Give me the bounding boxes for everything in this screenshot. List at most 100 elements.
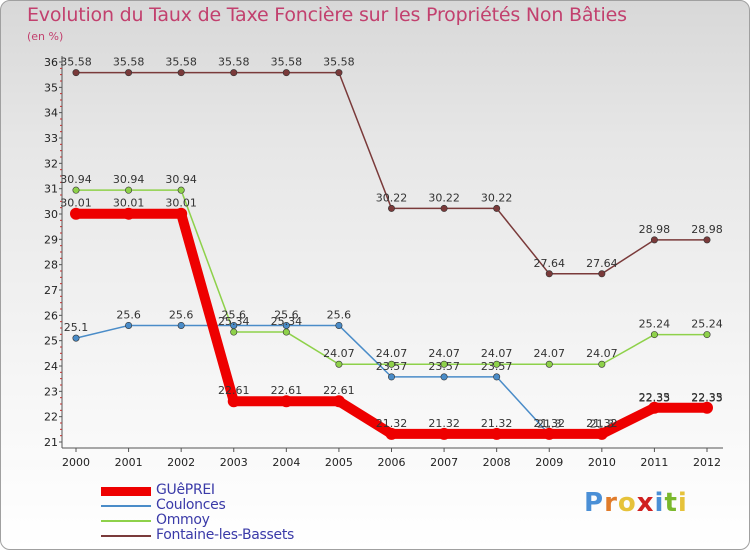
y-tick-label: 36 — [44, 56, 58, 69]
x-tick-label: 2006 — [378, 456, 406, 469]
data-point-fontaine-les-bassets — [650, 236, 658, 244]
data-label-ommoy: 25.24 — [691, 318, 723, 331]
data-label-gu-prei: 21.32 — [534, 417, 566, 430]
data-point-fontaine-les-bassets — [440, 204, 448, 212]
data-label-coulonces: 23.57 — [428, 360, 460, 373]
data-point-gu-prei — [122, 207, 135, 220]
data-point-coulonces — [440, 373, 448, 381]
data-point-gu-prei — [438, 427, 451, 440]
data-point-coulonces — [493, 373, 501, 381]
y-tick-label: 21 — [44, 436, 58, 449]
data-label-ommoy: 24.07 — [376, 347, 408, 360]
series-line-gu-prei — [71, 208, 712, 439]
data-label-gu-prei: 21.32 — [586, 417, 618, 430]
data-label-fontaine-les-bassets: 30.22 — [376, 191, 408, 204]
brand-letter: i — [677, 488, 688, 518]
data-label-coulonces: 21.3 — [590, 417, 615, 430]
y-tick-label: 32 — [44, 157, 58, 170]
y-tick-label: 23 — [44, 385, 58, 398]
x-axis-ticks: 2000 2001 2002 2003 2004 2005 2006 2007 2008 2009… — [62, 448, 721, 469]
data-point-coulonces — [72, 334, 80, 342]
data-point-fontaine-les-bassets — [703, 236, 711, 244]
data-point-gu-prei — [70, 207, 82, 220]
legend-swatch — [101, 505, 151, 507]
data-point-gu-prei — [227, 395, 240, 408]
legend-label: Ommoy — [156, 512, 210, 528]
y-tick-label: 34 — [44, 107, 58, 120]
data-point-ommoy — [387, 360, 395, 368]
data-label-coulonces: 25.6 — [274, 308, 299, 321]
data-label-ommoy: 30.94 — [113, 173, 145, 186]
y-tick-label: 25 — [44, 335, 58, 348]
data-label-fontaine-les-bassets: 27.64 — [586, 257, 618, 270]
data-label-coulonces: 21.3 — [537, 417, 562, 430]
data-point-ommoy — [440, 360, 448, 368]
data-point-coulonces — [335, 321, 343, 329]
x-tick-label: 2004 — [272, 456, 300, 469]
legend-swatch — [101, 486, 151, 496]
data-label-ommoy: 24.07 — [534, 347, 566, 360]
x-tick-label: 2005 — [325, 456, 353, 469]
y-tick-label: 30 — [44, 208, 58, 221]
x-tick-label: 2012 — [693, 456, 721, 469]
data-point-fontaine-les-bassets — [177, 69, 185, 77]
y-tick-label: 26 — [44, 309, 58, 322]
brand-letter: x — [636, 488, 655, 518]
data-point-fontaine-les-bassets — [125, 69, 133, 77]
legend-label: Fontaine-les-Bassets — [156, 527, 295, 543]
data-point-ommoy — [177, 186, 185, 194]
y-tick-label: 33 — [44, 132, 58, 145]
data-point-ommoy — [493, 360, 501, 368]
data-label-ommoy: 25.24 — [639, 318, 671, 331]
data-point-ommoy — [545, 360, 553, 368]
data-point-fontaine-les-bassets — [72, 69, 80, 77]
data-point-ommoy — [282, 328, 290, 336]
y-tick-label: 35 — [44, 81, 58, 94]
axes — [61, 56, 723, 449]
data-label-fontaine-les-bassets: 30.22 — [428, 191, 460, 204]
y-tick-label: 28 — [44, 259, 58, 272]
data-point-fontaine-les-bassets — [545, 270, 553, 278]
data-point-gu-prei — [332, 395, 345, 408]
data-label-fontaine-les-bassets: 35.58 — [165, 56, 197, 69]
data-label-gu-prei: 21.32 — [376, 417, 408, 430]
data-label-fontaine-les-bassets: 30.22 — [481, 191, 513, 204]
data-label-gu-prei: 30.01 — [60, 197, 92, 210]
data-point-gu-prei — [648, 401, 661, 414]
data-point-gu-prei — [490, 427, 503, 440]
y-tick-label: 29 — [44, 233, 58, 246]
data-label-fontaine-les-bassets: 28.98 — [691, 223, 723, 236]
data-label-gu-prei: 22.35 — [639, 391, 671, 404]
data-point-fontaine-les-bassets — [335, 69, 343, 77]
unit-label: (en %) — [27, 30, 64, 43]
data-label-gu-prei: 22.61 — [271, 384, 303, 397]
data-point-ommoy — [703, 331, 711, 339]
data-point-coulonces — [177, 321, 185, 329]
y-tick-label: 31 — [44, 183, 58, 196]
data-label-coulonces: 22.33 — [639, 391, 671, 404]
data-label-gu-prei: 22.61 — [323, 384, 355, 397]
data-label-fontaine-les-bassets: 35.58 — [113, 56, 145, 69]
data-point-gu-prei — [175, 207, 188, 220]
data-label-coulonces: 22.33 — [691, 391, 723, 404]
data-point-ommoy — [125, 186, 133, 194]
series-points — [70, 69, 713, 440]
data-point-coulonces — [230, 321, 238, 329]
data-label-gu-prei: 22.61 — [218, 384, 250, 397]
legend-swatch — [101, 535, 151, 537]
data-point-fontaine-les-bassets — [282, 69, 290, 77]
data-point-gu-prei — [543, 427, 556, 440]
x-tick-label: 2003 — [220, 456, 248, 469]
data-label-ommoy: 24.07 — [428, 347, 460, 360]
data-label-fontaine-les-bassets: 27.64 — [534, 257, 566, 270]
data-label-coulonces: 23.57 — [376, 360, 408, 373]
y-tick-label: 27 — [44, 284, 58, 297]
y-axis-ticks: 21 22 23 24 25 26 27 28 29 30 31 32 33 34 35 36 — [44, 56, 62, 449]
legend-label: GUêPREI — [156, 482, 215, 498]
x-tick-label: 2011 — [640, 456, 668, 469]
data-point-coulonces — [387, 373, 395, 381]
brand-letter: o — [617, 488, 637, 518]
data-point-gu-prei — [701, 401, 713, 414]
